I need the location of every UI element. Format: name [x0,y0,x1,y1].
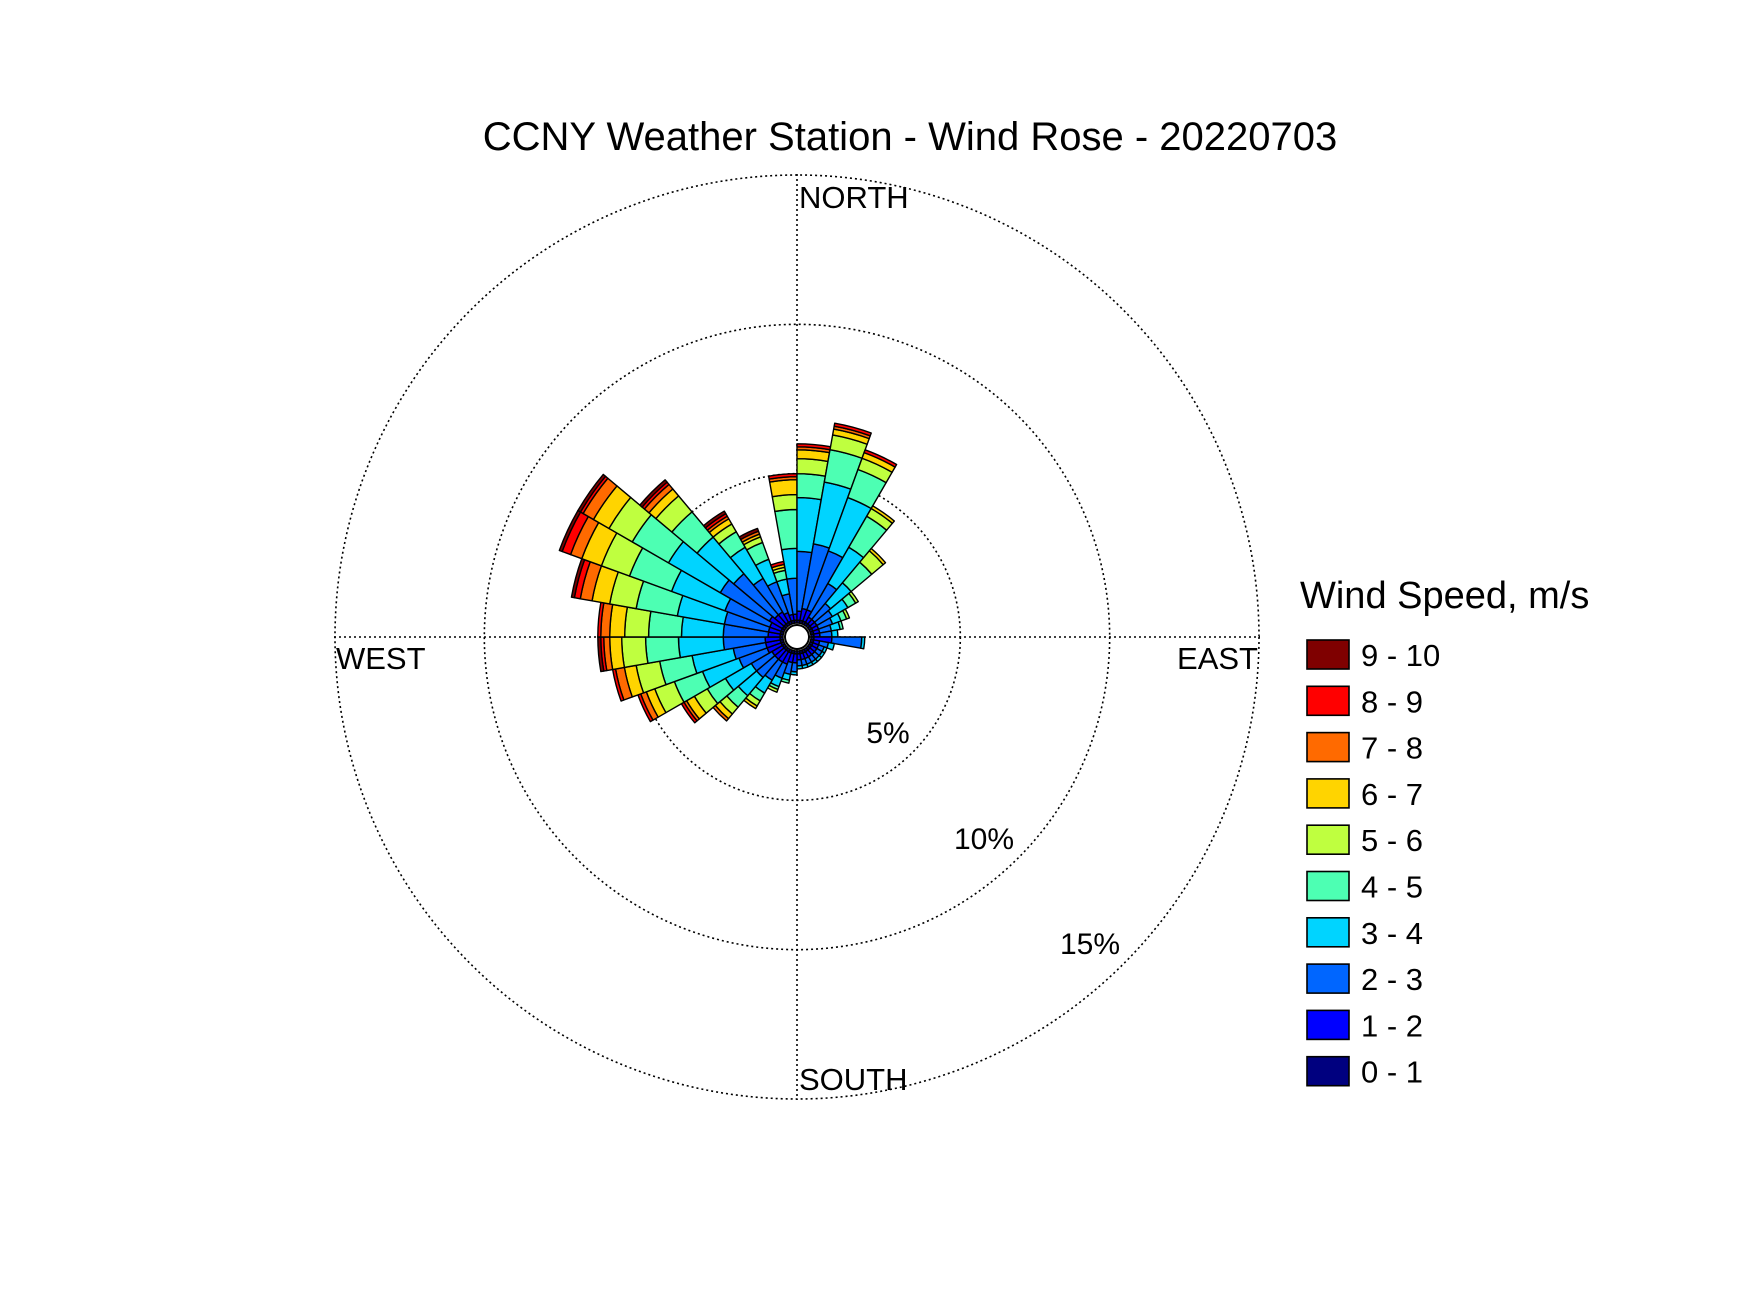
west-label: WEST [336,641,426,676]
legend-swatch-8 [1306,1009,1350,1041]
ring-label-15: 15% [1060,928,1120,961]
sector-355-bin-6 [768,478,798,498]
east-label: EAST [1177,641,1258,676]
wind-sectors [558,422,898,724]
legend-label-5: 4 - 5 [1361,870,1423,905]
sector-325-bin-9 [702,510,727,529]
sector-315-bin-9 [639,479,668,508]
sector-95-bin-2 [830,636,863,649]
sector-5-bin-4 [796,472,827,501]
sector-65-bin-5 [842,608,851,620]
legend-label-2: 7 - 8 [1361,731,1423,766]
sector-265-bin-5 [621,636,649,669]
legend-swatch-5 [1306,870,1350,902]
calm-center [784,624,810,650]
sector-105-bin-3 [826,641,836,651]
sector-95-bin-3 [860,636,866,650]
legend-label-8: 1 - 2 [1361,1008,1423,1043]
ring-label-10: 10% [954,823,1014,856]
sector-275-bin-5 [624,606,652,638]
legend-items: 9 - 10 8 - 9 7 - 8 6 - 7 5 - 6 4 - 5 3 - 4 2 - … [1306,638,1440,1090]
ring-label-5: 5% [866,717,909,750]
legend-swatch-1 [1306,685,1350,717]
legend-label-4: 5 - 6 [1361,823,1423,858]
sector-25-bin-8 [863,449,898,468]
sector-305-bin-9 [577,473,607,513]
legend-swatch-2 [1306,731,1350,763]
legend-label-1: 8 - 9 [1361,684,1423,719]
legend-label-0: 9 - 10 [1361,638,1440,673]
legend-swatch-4 [1306,824,1350,856]
legend: Wind Speed, m/s 9 - 10 8 - 9 7 - 8 6 - 7 5 -… [1300,575,1589,1090]
legend-swatch-3 [1306,778,1350,809]
sector-35-bin-6 [870,505,896,525]
legend-label-9: 0 - 1 [1361,1055,1423,1090]
chart-title: CCNY Weather Station - Wind Rose - 20220… [483,115,1338,159]
legend-label-7: 2 - 3 [1361,962,1423,997]
sector-355-bin-4 [774,508,798,551]
south-label: SOUTH [799,1062,908,1097]
legend-swatch-0 [1306,639,1350,670]
sector-335-bin-9 [738,527,760,541]
legend-title: Wind Speed, m/s [1300,575,1589,617]
sector-355-bin-5 [771,493,798,513]
direction-axes [334,174,1260,1100]
sector-85-bin-3 [830,629,839,638]
sector-55-bin-5 [848,590,859,604]
legend-swatch-7 [1306,963,1350,994]
sector-45-bin-6 [868,547,887,566]
legend-swatch-6 [1306,916,1350,948]
legend-label-6: 3 - 4 [1361,916,1423,951]
sector-15-bin-8 [833,422,872,437]
sector-75-bin-4 [837,620,844,631]
legend-label-3: 6 - 7 [1361,777,1423,812]
sector-345-bin-8 [770,560,785,569]
legend-swatch-9 [1306,1055,1350,1087]
north-label: NORTH [799,180,909,215]
sector-175-bin-3 [796,664,804,670]
